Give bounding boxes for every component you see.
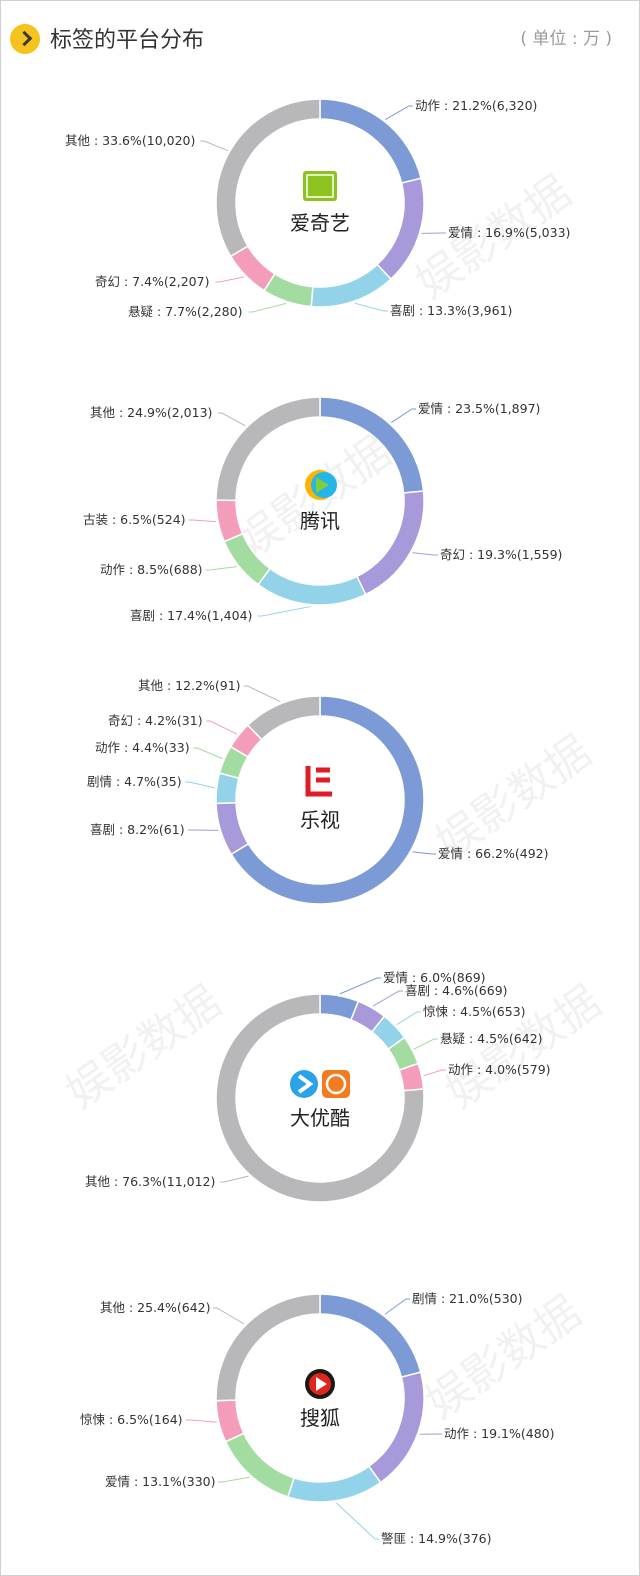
donut-chart: 爱情 : 23.5%(1,897) 奇幻 : 19.3%(1,559) 喜剧 : 1… xyxy=(83,396,562,623)
donut-slice xyxy=(215,1399,245,1443)
leader-line xyxy=(413,1038,438,1050)
slice-label: 动作 : 19.1%(480) xyxy=(444,1426,554,1441)
slice-label: 惊悚 : 6.5%(164) xyxy=(80,1412,183,1427)
slice-label: 动作 : 8.5%(688) xyxy=(100,562,203,577)
leader-line xyxy=(423,1069,446,1077)
leader-line xyxy=(354,302,388,312)
donut-slice xyxy=(257,567,367,606)
slice-label: 喜剧 : 4.6%(669) xyxy=(405,983,508,998)
leader-line xyxy=(213,1307,245,1325)
leader-line xyxy=(257,606,311,617)
sohu-logo-icon xyxy=(305,1369,335,1399)
donut-slice xyxy=(215,499,244,543)
iqiyi-logo-icon xyxy=(303,171,337,201)
donut-slice xyxy=(319,98,422,184)
slice-label: 爱情 : 66.2%(492) xyxy=(438,846,548,861)
donut-slice xyxy=(246,695,321,741)
slice-label: 古装 : 6.5%(524) xyxy=(83,512,186,527)
leader-line xyxy=(412,552,438,556)
donut-slice xyxy=(230,695,425,905)
slice-label: 悬疑 : 7.7%(2,280) xyxy=(128,304,242,319)
leader-line xyxy=(243,685,281,703)
leader-line xyxy=(215,276,245,283)
leader-line xyxy=(185,781,215,789)
slice-label: 爱情 : 23.5%(1,897) xyxy=(418,401,540,416)
slice-label: 爱情 : 6.0%(869) xyxy=(383,970,486,985)
donut-slice xyxy=(376,177,425,281)
platform-name: 爱奇艺 xyxy=(290,211,350,235)
leader-line xyxy=(391,408,416,423)
leader-line xyxy=(188,519,217,523)
donut-slice xyxy=(224,1432,295,1498)
slice-label: 爱情 : 16.9%(5,033) xyxy=(448,225,570,240)
leader-line xyxy=(185,1419,217,1423)
leader-line xyxy=(412,851,436,855)
donut-chart: 爱情 : 6.0%(869)喜剧 : 4.6%(669) 惊悚 : 4.5%(65… xyxy=(85,970,551,1203)
donut-chart: 剧情 : 21.0%(530) 动作 : 19.1%(480) 警匪 : 14.9%… xyxy=(80,1291,554,1546)
slice-label: 奇幻 : 19.3%(1,559) xyxy=(440,547,562,562)
leader-line xyxy=(220,1175,249,1183)
donut-slice xyxy=(215,396,321,502)
leader-line xyxy=(218,1476,250,1483)
slice-label: 惊悚 : 4.5%(653) xyxy=(423,1004,526,1019)
donut-slice xyxy=(215,801,250,856)
leader-line xyxy=(217,412,246,427)
letv-logo-icon xyxy=(305,766,332,797)
leader-line xyxy=(339,977,381,995)
slice-label: 奇幻 : 4.2%(31) xyxy=(108,713,203,728)
donut-slice xyxy=(319,1293,422,1379)
leader-line xyxy=(206,720,238,735)
donut-slice xyxy=(355,490,425,596)
donut-chart: 爱情 : 66.2%(492) 喜剧 : 8.2%(61) 剧情 : 4.7%(35… xyxy=(87,678,548,905)
leader-line xyxy=(335,1502,379,1540)
slice-label: 警匪 : 14.9%(376) xyxy=(381,1531,491,1546)
platform-name: 腾讯 xyxy=(300,509,340,533)
slice-label: 剧情 : 21.0%(530) xyxy=(412,1291,522,1306)
donut-slice xyxy=(215,1293,321,1402)
slice-label: 喜剧 : 17.4%(1,404) xyxy=(130,608,252,623)
platform-name: 乐视 xyxy=(300,808,340,832)
slice-label: 其他 : 12.2%(91) xyxy=(138,678,241,693)
donut-slice xyxy=(310,263,392,308)
platform-name: 大优酷 xyxy=(290,1106,350,1130)
donut-slice xyxy=(215,993,425,1203)
slice-label: 喜剧 : 8.2%(61) xyxy=(90,822,185,837)
unit-label: ( 单位 : 万 ) xyxy=(520,29,612,49)
donut-slice xyxy=(215,98,321,258)
slice-label: 爱情 : 13.1%(330) xyxy=(105,1474,215,1489)
leader-line xyxy=(385,105,413,121)
slice-label: 其他 : 25.4%(642) xyxy=(100,1300,210,1315)
leader-line xyxy=(372,990,403,1007)
slice-label: 其他 : 33.6%(10,020) xyxy=(65,133,195,148)
slice-label: 奇幻 : 7.4%(2,207) xyxy=(95,274,209,289)
slice-label: 动作 : 4.4%(33) xyxy=(95,740,190,755)
chevron-right-icon xyxy=(10,24,40,54)
header: 标签的平台分布 ( 单位 : 万 ) xyxy=(0,0,640,72)
donut-chart: 动作 : 21.2%(6,320) 爱情 : 16.9%(5,033) 喜剧 : 1… xyxy=(65,98,570,319)
slice-label: 动作 : 21.2%(6,320) xyxy=(415,98,537,113)
leader-line xyxy=(384,1298,410,1315)
leader-line xyxy=(200,140,229,152)
slice-label: 其他 : 76.3%(11,012) xyxy=(85,1174,215,1189)
slice-label: 动作 : 4.0%(579) xyxy=(448,1062,551,1077)
donut-slice xyxy=(286,1465,382,1503)
platform-name: 搜狐 xyxy=(300,1406,340,1430)
youku-logo-icon xyxy=(290,1070,350,1098)
donut-slice xyxy=(223,532,272,586)
slice-label: 其他 : 24.9%(2,013) xyxy=(90,405,212,420)
leader-line xyxy=(396,1011,421,1026)
tencent-logo-icon xyxy=(305,470,337,500)
slice-label: 喜剧 : 13.3%(3,961) xyxy=(390,303,512,318)
slice-label: 悬疑 : 4.5%(642) xyxy=(440,1031,543,1046)
page-title: 标签的平台分布 xyxy=(50,28,205,53)
leader-line xyxy=(248,302,287,313)
leader-line xyxy=(205,566,237,571)
slice-label: 剧情 : 4.7%(35) xyxy=(87,774,182,789)
leader-line xyxy=(193,747,223,760)
donut-slice xyxy=(367,1371,425,1484)
